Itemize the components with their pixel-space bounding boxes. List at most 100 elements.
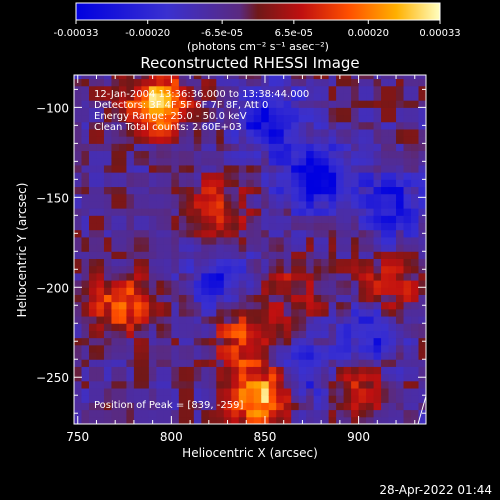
heatmap-cell — [388, 215, 397, 224]
heatmap-cell — [246, 172, 255, 180]
heatmap-cell — [223, 215, 232, 224]
heatmap-cell — [186, 280, 195, 288]
heatmap-cell — [276, 366, 285, 375]
heatmap-cell — [351, 294, 360, 303]
heatmap-cell — [201, 186, 210, 195]
heatmap-cell — [156, 193, 165, 202]
heatmap-cell — [358, 215, 367, 224]
heatmap-cell — [343, 164, 352, 173]
heatmap-cell — [276, 114, 285, 123]
heatmap-cell — [321, 402, 330, 411]
heatmap-cell — [358, 301, 367, 310]
heatmap-cell — [291, 308, 300, 317]
heatmap-cell — [336, 215, 345, 224]
heatmap-cell — [163, 416, 172, 424]
heatmap-cell — [81, 294, 90, 303]
heatmap-cell — [238, 78, 247, 87]
heatmap-cell — [126, 150, 135, 159]
heatmap-cell — [103, 164, 112, 173]
heatmap-cell — [88, 265, 97, 274]
heatmap-cell — [133, 280, 142, 288]
heatmap-cell — [201, 287, 210, 295]
heatmap-cell — [381, 193, 390, 202]
heatmap-cell — [336, 265, 345, 274]
heatmap-cell — [103, 172, 112, 180]
heatmap-cell — [276, 121, 285, 130]
heatmap-cell — [208, 251, 217, 259]
heatmap-cell — [156, 92, 165, 101]
heatmap-cell — [396, 100, 405, 108]
heatmap-cell — [336, 373, 345, 382]
heatmap-cell — [118, 395, 127, 403]
heatmap-cell — [321, 179, 330, 188]
heatmap-cell — [141, 136, 150, 144]
heatmap-cell — [246, 193, 255, 202]
heatmap-cell — [253, 308, 262, 317]
heatmap-cell — [411, 294, 420, 303]
heatmap-cell — [328, 344, 337, 353]
heatmap-cell — [216, 164, 225, 173]
y-tick-label: −250 — [36, 371, 69, 385]
heatmap-cell — [328, 236, 337, 245]
heatmap-cell — [253, 409, 262, 418]
heatmap-cell — [156, 352, 165, 360]
heatmap-cell — [141, 186, 150, 195]
heatmap-cell — [126, 75, 135, 80]
heatmap-cell — [418, 164, 426, 173]
colorbar-unit-label: (photons cm⁻² s⁻¹ asec⁻²) — [187, 40, 329, 53]
heatmap-cell — [216, 373, 225, 382]
heatmap-cell — [96, 222, 105, 231]
heatmap-cell — [276, 308, 285, 317]
heatmap-cell — [238, 294, 247, 303]
heatmap-cell — [223, 107, 232, 116]
heatmap-cell — [351, 172, 360, 180]
heatmap-cell — [373, 114, 382, 123]
heatmap-cell — [321, 78, 330, 87]
heatmap-cell — [141, 100, 150, 108]
heatmap-cell — [336, 193, 345, 202]
heatmap-cell — [156, 143, 165, 152]
heatmap-cell — [321, 200, 330, 209]
heatmap-cell — [223, 323, 232, 331]
heatmap-cell — [201, 308, 210, 317]
heatmap-cell — [253, 258, 262, 267]
heatmap-cell — [343, 330, 352, 339]
heatmap-cell — [321, 301, 330, 310]
heatmap-cell — [186, 85, 195, 94]
heatmap-cell — [321, 186, 330, 195]
heatmap-cell — [103, 107, 112, 116]
heatmap-cell — [291, 157, 300, 166]
heatmap-cell — [246, 75, 255, 80]
heatmap-cell — [366, 85, 375, 94]
heatmap-cell — [351, 136, 360, 144]
annotation-peak-position: Position of Peak = [839, -259] — [94, 400, 243, 411]
heatmap-cell — [231, 272, 240, 281]
heatmap-cell — [163, 136, 172, 144]
heatmap-cell — [306, 416, 315, 424]
heatmap-cell — [216, 402, 225, 411]
heatmap-cell — [178, 236, 187, 245]
heatmap-cell — [396, 395, 405, 403]
heatmap-cell — [246, 323, 255, 331]
heatmap-cell — [366, 380, 375, 389]
heatmap-cell — [313, 100, 322, 108]
heatmap-cell — [366, 200, 375, 209]
heatmap-cell — [396, 150, 405, 159]
heatmap-cell — [81, 172, 90, 180]
heatmap-cell — [163, 337, 172, 346]
heatmap-cell — [141, 337, 150, 346]
heatmap-cell — [276, 78, 285, 87]
heatmap-cell — [261, 323, 270, 331]
heatmap-cell — [328, 172, 337, 180]
heatmap-cell — [193, 272, 202, 281]
heatmap-cell — [253, 416, 262, 424]
heatmap-cell — [103, 359, 112, 367]
heatmap-cell — [291, 92, 300, 101]
heatmap-cell — [238, 258, 247, 267]
heatmap-cell — [141, 128, 150, 137]
heatmap-cell — [358, 323, 367, 331]
heatmap-cell — [74, 100, 82, 108]
heatmap-cell — [358, 395, 367, 403]
heatmap-cell — [276, 359, 285, 367]
heatmap-cell — [381, 179, 390, 188]
